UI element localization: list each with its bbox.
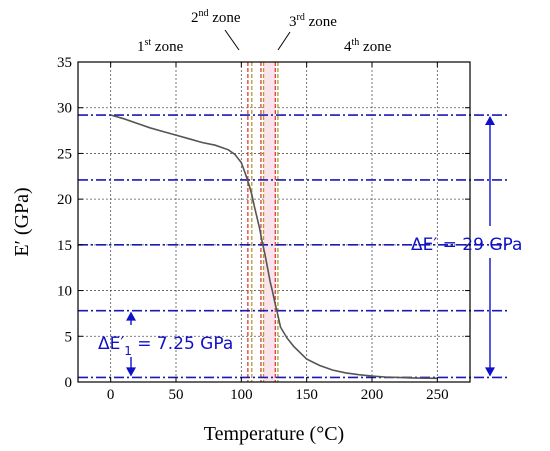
delta-total-arrow-head-up (485, 116, 495, 126)
x-tick-label: 50 (169, 387, 184, 403)
axis-ticks (78, 61, 470, 383)
delta-total-label: ΔE′ = 29 GPa (411, 235, 522, 255)
zone-band (263, 62, 276, 382)
x-tick-label: 0 (107, 387, 115, 403)
zone-label-3: 3rd zone (289, 12, 337, 30)
zone-label-4: 4th zone (344, 37, 392, 55)
y-tick-label: 35 (57, 55, 72, 71)
zone-band-group (263, 62, 276, 382)
x-tick-label: 250 (426, 387, 449, 403)
reference-lines (78, 114, 510, 379)
x-tick-label: 100 (230, 387, 253, 403)
x-tick-label: 200 (361, 387, 384, 403)
delta-partial-arrow-head-down (126, 367, 136, 377)
series-line (110, 114, 438, 380)
x-axis-title: Temperature (°C) (204, 423, 344, 445)
zone-boundaries (247, 62, 279, 382)
y-axis-title: E′ (GPa) (11, 187, 33, 256)
delta-annotations: ΔE′ = 29 GPa ΔE′1 = 7.25 GPa (98, 235, 522, 358)
y-tick-label: 30 (57, 101, 72, 117)
plot-frame (77, 61, 471, 383)
series-group (110, 114, 438, 380)
x-tick-label: 150 (295, 387, 318, 403)
y-tick-label: 25 (57, 146, 72, 162)
delta-partial-arrow-head-up (126, 311, 136, 321)
y-tick-label: 0 (65, 375, 73, 391)
x-tick-labels: 0 50 100 150 200 250 (107, 387, 449, 403)
zone-label-2: 2nd zone (191, 8, 241, 26)
delta-arrows (126, 116, 495, 377)
y-tick-label: 15 (57, 238, 72, 254)
y-tick-label: 10 (57, 284, 72, 300)
delta-partial-label: ΔE′1 = 7.25 GPa (98, 334, 233, 358)
y-tick-label: 20 (57, 192, 72, 208)
zone-label-1: 1st zone (137, 37, 184, 55)
y-tick-label: 5 (65, 329, 73, 345)
zone2-leader-line (224, 29, 240, 51)
zone3-leader-line (277, 31, 291, 51)
y-tick-labels: 0 5 10 15 20 25 30 35 (57, 55, 72, 391)
delta-total-arrow-head-down (485, 367, 495, 377)
